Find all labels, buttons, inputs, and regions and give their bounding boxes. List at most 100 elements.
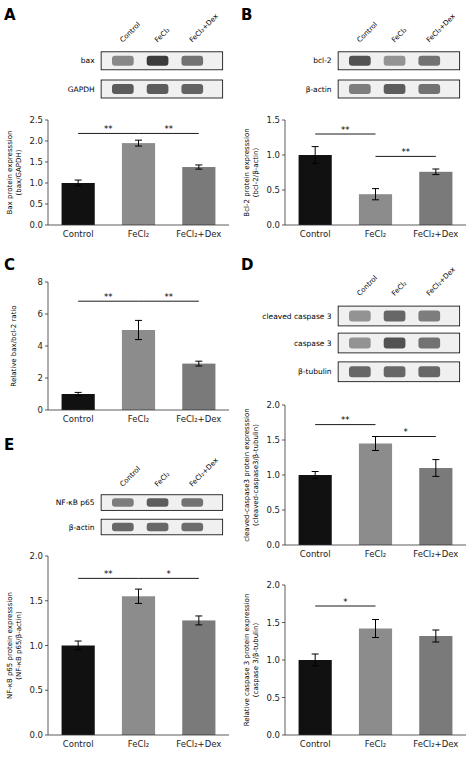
x-tick-label: FeCl₂	[365, 549, 386, 559]
row-label: caspase 3	[294, 339, 332, 348]
error-bar	[312, 654, 319, 666]
bar	[419, 468, 452, 545]
error-bar	[135, 589, 142, 603]
y-axis-label-line: NF-κB p65 protein expresssion	[6, 592, 14, 699]
column-label: FeCl₂	[153, 470, 171, 488]
panel-label: B	[241, 6, 252, 24]
x-axis	[285, 225, 466, 226]
bar	[359, 629, 392, 736]
significance-label: **	[341, 125, 350, 135]
significance-label: **	[104, 569, 113, 579]
blot-band	[349, 366, 371, 377]
y-tick-label: 1.5	[266, 618, 280, 628]
blot-band	[181, 56, 203, 66]
x-axis	[285, 545, 466, 546]
plot-area	[62, 589, 216, 735]
x-axis	[48, 225, 229, 226]
plot-area	[299, 147, 453, 225]
error-bar	[135, 320, 142, 339]
blot-band	[181, 523, 203, 532]
bar	[122, 143, 155, 225]
bar	[122, 596, 155, 735]
blot-frame	[338, 52, 460, 70]
y-tick	[282, 190, 285, 191]
y-axis-label-line: (bax/GAPDH)	[15, 149, 23, 195]
x-tick-label: Control	[300, 549, 331, 559]
x-axis	[48, 735, 229, 736]
column-label: FeCl₂	[390, 26, 408, 44]
y-tick-label: 4	[38, 341, 43, 351]
error-bar	[312, 147, 319, 164]
y-tick-label: 2.0	[266, 580, 280, 590]
x-tick-label: FeCl₂	[128, 229, 149, 239]
y-tick-label: 6	[38, 309, 43, 319]
x-tick-label: FeCl₂+Dex	[176, 739, 221, 749]
y-axis-label: Bax protein expresssion(bax/GAPDH)	[6, 131, 22, 215]
column-label: FeCl₂	[390, 279, 408, 297]
blot-chart: ControlFeCl₂FeCl₂+Dexcleaved caspase 3ca…	[241, 256, 460, 382]
y-axis-label-line: (caspase 3/β-tubulin)	[252, 623, 260, 698]
x-tick-label: Control	[300, 739, 331, 749]
y-tick	[282, 660, 285, 661]
blot-band	[112, 84, 134, 94]
panel-label: D	[241, 256, 253, 274]
blot-frame	[338, 362, 460, 382]
row-label: bcl-2	[313, 56, 332, 65]
y-tick	[282, 405, 285, 406]
y-tick-label: 0.0	[29, 730, 43, 740]
bar-chart: 02468ControlFeCl₂FeCl₂+DexRelative bax/b…	[4, 256, 229, 424]
column-label: FeCl₂+Dex	[425, 12, 457, 44]
y-axis-label-line: cleaved-caspase3 protein expresssion	[243, 408, 251, 541]
blot-band	[384, 311, 406, 322]
x-tick-label: FeCl₂+Dex	[176, 414, 221, 424]
significance-label: **	[164, 292, 173, 302]
bar	[419, 172, 452, 225]
error-bar	[75, 641, 82, 650]
y-tick-label: 1.0	[266, 655, 280, 665]
blot-band	[349, 311, 371, 322]
y-tick	[45, 600, 48, 601]
row-label: cleaved caspase 3	[262, 312, 332, 321]
bar-chart: 0.00.51.01.52.0ControlFeCl₂FeCl₂+Dexclea…	[243, 400, 466, 559]
x-tick-label: FeCl₂+Dex	[176, 229, 221, 239]
y-tick	[45, 183, 48, 184]
row-label: β-tubulin	[298, 367, 332, 376]
blot-band	[384, 338, 406, 349]
blot-frame	[101, 52, 223, 70]
y-tick-label: 0.5	[266, 693, 280, 703]
y-tick-label: 1.0	[266, 150, 280, 160]
error-bar	[432, 169, 439, 175]
blot-frame	[338, 333, 460, 353]
x-tick-label: Control	[300, 229, 331, 239]
plot-area	[299, 437, 453, 546]
bar-chart: 0.00.51.01.5ControlFeCl₂FeCl₂+DexBcl-2 p…	[243, 115, 466, 239]
blot-chart: ControlFeCl₂FeCl₂+DexbaxGAPDHA	[4, 6, 223, 98]
blot-band	[147, 523, 169, 532]
column-label: Control	[356, 274, 380, 298]
error-bar	[195, 165, 202, 169]
bar	[62, 394, 95, 410]
y-tick	[45, 225, 48, 226]
y-tick	[45, 645, 48, 646]
x-axis	[48, 410, 229, 411]
y-tick-label: 0.0	[266, 730, 280, 740]
column-label: Control	[119, 21, 143, 45]
bar	[182, 167, 215, 225]
row-label: β-actin	[306, 85, 332, 94]
error-bar	[372, 189, 379, 200]
row-label: β-actin	[69, 523, 95, 532]
y-tick-label: 2.0	[29, 551, 43, 561]
y-axis	[285, 405, 286, 545]
y-tick-label: 1.5	[29, 596, 43, 606]
bar	[182, 620, 215, 735]
y-axis	[48, 282, 49, 410]
y-tick-label: 0.5	[266, 185, 280, 195]
blot-band	[418, 338, 440, 349]
bar	[359, 444, 392, 546]
y-tick	[45, 162, 48, 163]
blot-band	[384, 366, 406, 377]
y-axis	[48, 556, 49, 735]
y-tick-label: 0.0	[266, 220, 280, 230]
y-tick-label: 2.0	[266, 400, 280, 410]
y-tick-label: 0.5	[29, 685, 43, 695]
